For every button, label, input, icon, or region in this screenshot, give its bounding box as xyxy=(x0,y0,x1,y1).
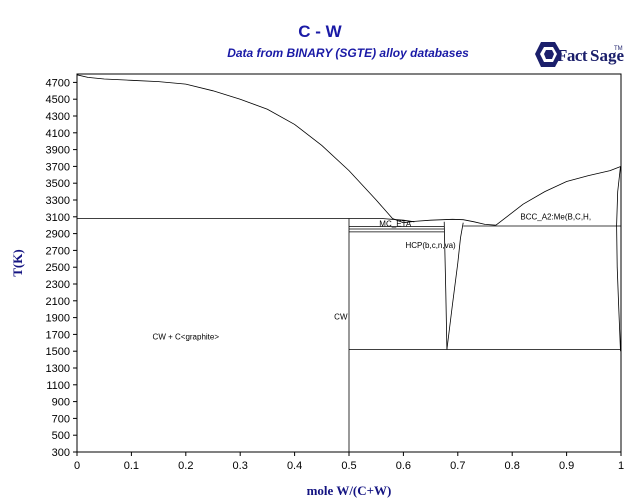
y-tick-label: 1300 xyxy=(46,363,70,375)
region-label: CW + C<graphite> xyxy=(153,332,220,341)
region-label: MC_ETA xyxy=(379,219,412,228)
chart-subtitle: Data from BINARY (SGTE) alloy databases xyxy=(227,46,469,60)
y-tick-label: 900 xyxy=(52,397,70,409)
x-tick-label: 0.5 xyxy=(341,460,356,472)
phase-boundary-2 xyxy=(495,166,622,226)
region-labels: CW + C<graphite> CW MC_ETA HCP(b,c,n,va) BCC… xyxy=(153,212,592,341)
y-tick-label: 3300 xyxy=(46,195,70,207)
y-tick-label: 3900 xyxy=(46,145,70,157)
phase-boundary-6 xyxy=(349,218,415,223)
x-tick-label: 0.4 xyxy=(287,460,302,472)
y-tick-label: 1100 xyxy=(46,380,70,392)
y-tick-label: 3100 xyxy=(46,212,70,224)
y-tick-label: 1500 xyxy=(46,346,70,358)
x-tick-label: 0.7 xyxy=(450,460,465,472)
y-tick-label: 700 xyxy=(52,413,70,425)
y-tick-label: 4700 xyxy=(46,77,70,89)
logo-word-sage: Sage xyxy=(590,46,624,65)
y-tick-label: 500 xyxy=(52,430,70,442)
x-tick-label: 0.3 xyxy=(233,460,248,472)
y-tick-label: 2300 xyxy=(46,279,70,291)
phase-boundary-11 xyxy=(446,222,464,350)
region-label: BCC_A2:Me(B,C,H, xyxy=(520,212,591,221)
phase-boundary-0 xyxy=(76,74,404,224)
x-tick-label: 0.2 xyxy=(178,460,193,472)
y-tick-label: 2900 xyxy=(46,229,70,241)
region-label: CW xyxy=(334,312,348,321)
y-tick-label: 2500 xyxy=(46,262,70,274)
x-tick-label: 0.9 xyxy=(559,460,574,472)
y-axis: 300 500 700 900 1100 1300 1500 1700 1900 2100 2300… xyxy=(46,77,77,459)
y-tick-label: 4300 xyxy=(46,111,70,123)
x-tick-label: 0 xyxy=(74,460,80,472)
x-axis: 0 0.1 0.2 0.3 0.4 0.5 0.6 0.7 0.8 0.9 1 xyxy=(74,452,624,472)
factsage-logo: Fact Sage TM xyxy=(535,38,624,74)
y-tick-label: 300 xyxy=(52,447,70,459)
logo-trademark: TM xyxy=(614,46,623,52)
phase-boundary-1 xyxy=(403,218,496,226)
chart-title: C - W xyxy=(298,22,342,41)
y-tick-label: 1700 xyxy=(46,329,70,341)
phase-boundary-10 xyxy=(443,221,448,350)
phase-boundaries xyxy=(76,74,622,452)
x-tick-label: 0.6 xyxy=(396,460,411,472)
y-tick-label: 3700 xyxy=(46,161,70,173)
x-tick-label: 0.1 xyxy=(124,460,139,472)
phase-boundary-3 xyxy=(616,166,621,352)
y-axis-title: T(K) xyxy=(10,249,25,276)
x-tick-label: 1 xyxy=(618,460,624,472)
y-tick-label: 4100 xyxy=(46,128,70,140)
factsage-emblem-icon xyxy=(535,42,562,67)
region-label: HCP(b,c,n,va) xyxy=(405,241,456,250)
y-tick-label: 2100 xyxy=(46,296,70,308)
y-tick-label: 2700 xyxy=(46,245,70,257)
x-tick-label: 0.8 xyxy=(505,460,520,472)
x-axis-title: mole W/(C+W) xyxy=(307,483,392,498)
y-tick-label: 1900 xyxy=(46,313,70,325)
y-tick-label: 4500 xyxy=(46,94,70,106)
y-tick-label: 3500 xyxy=(46,178,70,190)
logo-word-fact: Fact xyxy=(557,46,588,65)
